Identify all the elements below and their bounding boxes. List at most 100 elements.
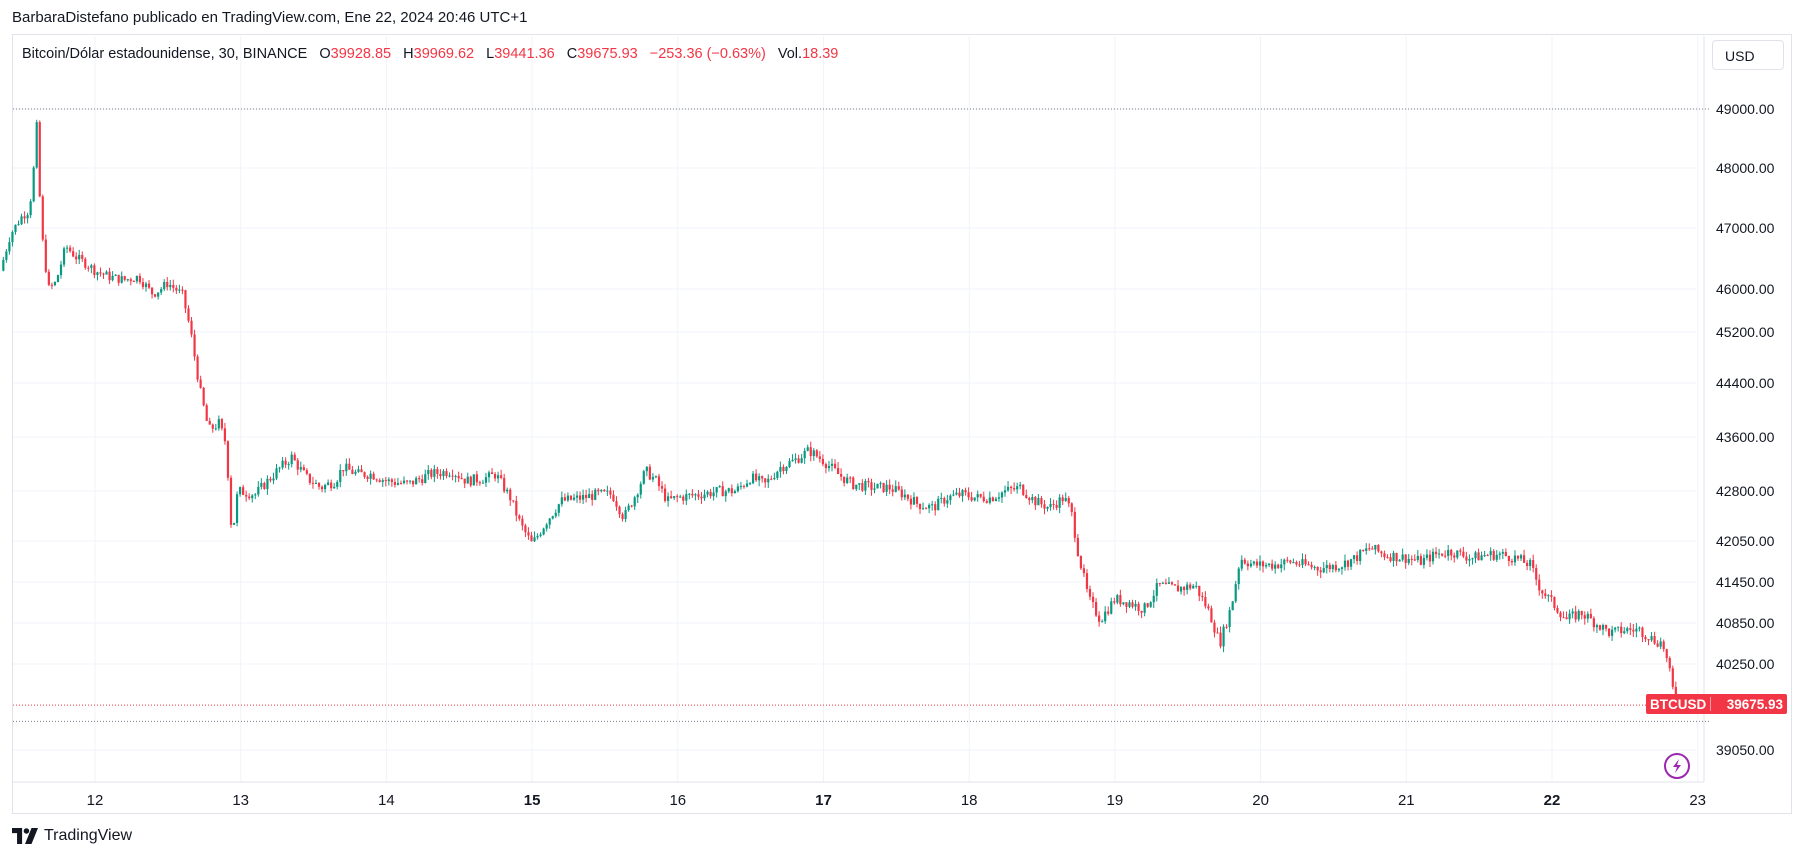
x-tick-label: 20 (1252, 792, 1269, 809)
candle-body (275, 468, 278, 479)
candle-body (1070, 503, 1073, 513)
candle-body (1343, 560, 1347, 568)
candle-body (1541, 590, 1544, 594)
candle-body (1101, 621, 1104, 623)
y-tick-label: 47000.00 (1716, 220, 1775, 236)
candle-body (396, 483, 400, 485)
candle-body (548, 518, 551, 525)
candle-body (557, 504, 560, 513)
candle-body (627, 505, 630, 511)
candle-body (1383, 553, 1386, 558)
candle-body (50, 284, 53, 286)
candle-body (1434, 551, 1438, 555)
lightning-icon[interactable] (1664, 753, 1690, 779)
candle-body (1201, 595, 1204, 598)
candle-body (226, 441, 230, 478)
legend-change: −253.36 (−0.63%) (649, 46, 766, 62)
candle-body (697, 494, 700, 497)
candle-body (38, 122, 41, 197)
candle-body (539, 534, 542, 536)
candle-body (1158, 583, 1161, 585)
candle-body (102, 273, 105, 275)
candle-body (833, 463, 837, 468)
candle-body (44, 239, 47, 272)
candle-body (903, 494, 906, 498)
candle-body (427, 469, 430, 475)
candle-body (542, 528, 545, 535)
candle-body (1562, 617, 1565, 619)
currency-button[interactable]: USD (1712, 40, 1784, 70)
candle-body (1280, 564, 1283, 569)
candle-body (1532, 560, 1535, 568)
y-tick-label: 48000.00 (1716, 160, 1775, 176)
candle-body (369, 473, 372, 479)
candle-body (815, 450, 818, 457)
candle-body (1286, 559, 1289, 561)
candle-body (1553, 596, 1556, 608)
candle-body (59, 264, 63, 276)
candle-body (1310, 564, 1313, 568)
candle-body (1489, 551, 1492, 556)
candle-body (569, 495, 573, 500)
candle-body (688, 493, 691, 495)
candle-body (648, 466, 651, 480)
candle-body (1598, 625, 1602, 630)
candle-body (1006, 486, 1010, 491)
candle-body (463, 478, 466, 484)
candle-body (205, 405, 208, 421)
candle-body (442, 471, 445, 477)
candle-body (970, 497, 973, 501)
candle-body (348, 463, 351, 470)
candle-body (11, 231, 14, 243)
candle-body (199, 379, 202, 388)
candle-body (618, 506, 621, 515)
candle-body (317, 483, 321, 487)
candle-body (1234, 584, 1237, 602)
candle-body (718, 486, 721, 488)
candle-body (1331, 565, 1334, 570)
candle-body (1507, 555, 1510, 561)
candle-body (99, 272, 102, 274)
candle-body (843, 476, 846, 483)
candle-body (1431, 551, 1435, 562)
candle-body (1167, 582, 1171, 584)
candle-body (630, 505, 633, 507)
x-tick-label: 23 (1689, 792, 1706, 809)
candle-body (1395, 552, 1398, 562)
candle-body (1064, 498, 1067, 502)
footer-brand[interactable]: TradingView (12, 827, 132, 845)
candle-body (123, 276, 126, 280)
y-tick-label: 39050.00 (1716, 742, 1775, 758)
candle-body (1146, 603, 1149, 607)
candle-body (600, 489, 603, 492)
candle-body (117, 274, 120, 283)
candle-body (1529, 560, 1532, 566)
candle-body (114, 274, 117, 276)
candle-body (900, 489, 903, 498)
candle-body (724, 491, 727, 497)
candle-body (65, 247, 69, 249)
candle-body (314, 483, 318, 485)
candle-body (1122, 602, 1125, 605)
candle-body (478, 482, 481, 484)
candle-body (1189, 584, 1192, 589)
candle-body (742, 486, 746, 488)
candle-body (818, 456, 821, 459)
candle-body (1644, 637, 1647, 640)
candle-body (670, 496, 673, 498)
candle-body (445, 471, 448, 477)
candle-body (1422, 557, 1426, 565)
candle-body (1659, 641, 1662, 647)
candle-body (1544, 593, 1547, 597)
y-tick-label: 43600.00 (1716, 429, 1775, 445)
candle-body (1173, 584, 1177, 586)
candle-body (709, 491, 712, 497)
candle-body (730, 488, 733, 494)
candle-body (1465, 556, 1468, 561)
candle-body (305, 470, 308, 474)
candle-body (14, 224, 17, 232)
candle-body (1653, 636, 1656, 644)
candle-body (991, 497, 994, 502)
candle-body (1419, 556, 1422, 565)
